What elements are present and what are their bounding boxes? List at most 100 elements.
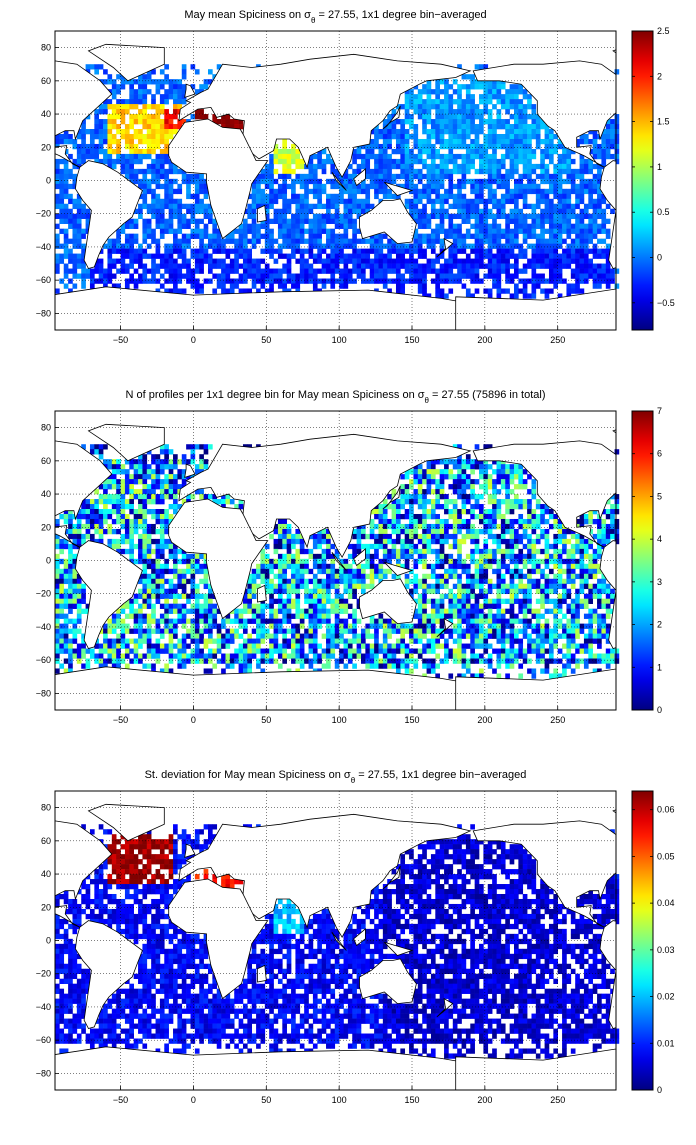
heatmap-cell	[125, 154, 130, 159]
heatmap-cell	[138, 89, 143, 94]
heatmap-cell	[64, 234, 69, 239]
heatmap-cell	[427, 224, 432, 229]
heatmap-cell	[125, 104, 130, 109]
heatmap-cell	[400, 494, 405, 499]
heatmap-cell	[580, 169, 585, 174]
heatmap-cell	[278, 269, 283, 274]
heatmap-cell	[274, 219, 279, 224]
heatmap-cell	[177, 288, 182, 293]
heatmap-cell	[514, 584, 519, 589]
heatmap-cell	[427, 259, 432, 264]
heatmap-cell	[470, 234, 475, 239]
heatmap-cell	[330, 569, 335, 574]
heatmap-cell	[505, 504, 510, 509]
heatmap-cell	[427, 244, 432, 249]
heatmap-cell	[191, 219, 196, 224]
heatmap-cell	[584, 249, 589, 254]
heatmap-cell	[448, 469, 453, 474]
heatmap-cell	[597, 264, 602, 269]
heatmap-cell	[545, 539, 550, 544]
heatmap-cell	[431, 174, 436, 179]
heatmap-cell	[514, 154, 519, 159]
heatmap-cell	[427, 479, 432, 484]
heatmap-cell	[422, 474, 427, 479]
heatmap-cell	[147, 549, 152, 554]
heatmap-cell	[182, 579, 187, 584]
heatmap-cell	[549, 204, 554, 209]
heatmap-cell	[553, 169, 558, 174]
heatmap-cell	[322, 244, 327, 249]
heatmap-cell	[55, 164, 60, 169]
heatmap-cell	[309, 239, 314, 244]
heatmap-cell	[566, 539, 571, 544]
heatmap-cell	[405, 549, 410, 554]
heatmap-cell	[597, 269, 602, 274]
heatmap-cell	[348, 574, 353, 579]
heatmap-cell	[488, 494, 493, 499]
heatmap-cell	[479, 529, 484, 534]
heatmap-cell	[431, 534, 436, 539]
heatmap-cell	[440, 479, 445, 484]
heatmap-cell	[553, 259, 558, 264]
heatmap-cell	[553, 219, 558, 224]
heatmap-cell	[405, 264, 410, 269]
heatmap-cell	[164, 174, 169, 179]
heatmap-cell	[326, 264, 331, 269]
heatmap-cell	[514, 239, 519, 244]
panel-2: N of profiles per 1x1 degree bin for May…	[0, 389, 696, 725]
heatmap-cell	[475, 209, 480, 214]
heatmap-cell	[313, 564, 318, 569]
heatmap-cell	[195, 283, 200, 288]
heatmap-cell	[252, 209, 257, 214]
heatmap-cell	[571, 259, 576, 264]
heatmap-cell	[492, 89, 497, 94]
heatmap-cell	[523, 249, 528, 254]
heatmap-cell	[282, 524, 287, 529]
heatmap-cell	[173, 179, 178, 184]
heatmap-cell	[466, 104, 471, 109]
heatmap-cell	[344, 254, 349, 259]
heatmap-cell	[549, 254, 554, 259]
heatmap-cell	[282, 149, 287, 154]
heatmap-cell	[610, 119, 615, 124]
heatmap-cell	[475, 494, 480, 499]
heatmap-cell	[164, 229, 169, 234]
heatmap-cell	[239, 234, 244, 239]
heatmap-cell	[448, 204, 453, 209]
heatmap-cell	[510, 559, 515, 564]
heatmap-cell	[488, 124, 493, 129]
heatmap-cell	[112, 479, 117, 484]
heatmap-cell	[365, 549, 370, 554]
y-tick-label: 60	[41, 76, 51, 86]
heatmap-cell	[147, 179, 152, 184]
heatmap-cell	[291, 579, 296, 584]
heatmap-cell	[448, 264, 453, 269]
heatmap-cell	[405, 534, 410, 539]
heatmap-cell	[396, 149, 401, 154]
heatmap-cell	[173, 209, 178, 214]
heatmap-cell	[304, 589, 309, 594]
heatmap-cell	[199, 239, 204, 244]
heatmap-cell	[593, 199, 598, 204]
heatmap-cell	[527, 514, 532, 519]
heatmap-cell	[497, 524, 502, 529]
heatmap-cell	[326, 179, 331, 184]
heatmap-cell	[584, 204, 589, 209]
heatmap-cell	[497, 144, 502, 149]
heatmap-cell	[116, 159, 121, 164]
heatmap-cell	[505, 124, 510, 129]
heatmap-cell	[440, 269, 445, 274]
heatmap-cell	[601, 524, 606, 529]
heatmap-cell	[435, 494, 440, 499]
heatmap-cell	[501, 104, 506, 109]
heatmap-cell	[68, 519, 73, 524]
heatmap-cell	[610, 529, 615, 534]
heatmap-cell	[125, 264, 130, 269]
coastline	[258, 205, 267, 222]
heatmap-cell	[584, 569, 589, 574]
heatmap-cell	[497, 269, 502, 274]
heatmap-cell	[116, 74, 121, 79]
heatmap-cell	[588, 264, 593, 269]
heatmap-cell	[304, 179, 309, 184]
heatmap-cell	[475, 529, 480, 534]
